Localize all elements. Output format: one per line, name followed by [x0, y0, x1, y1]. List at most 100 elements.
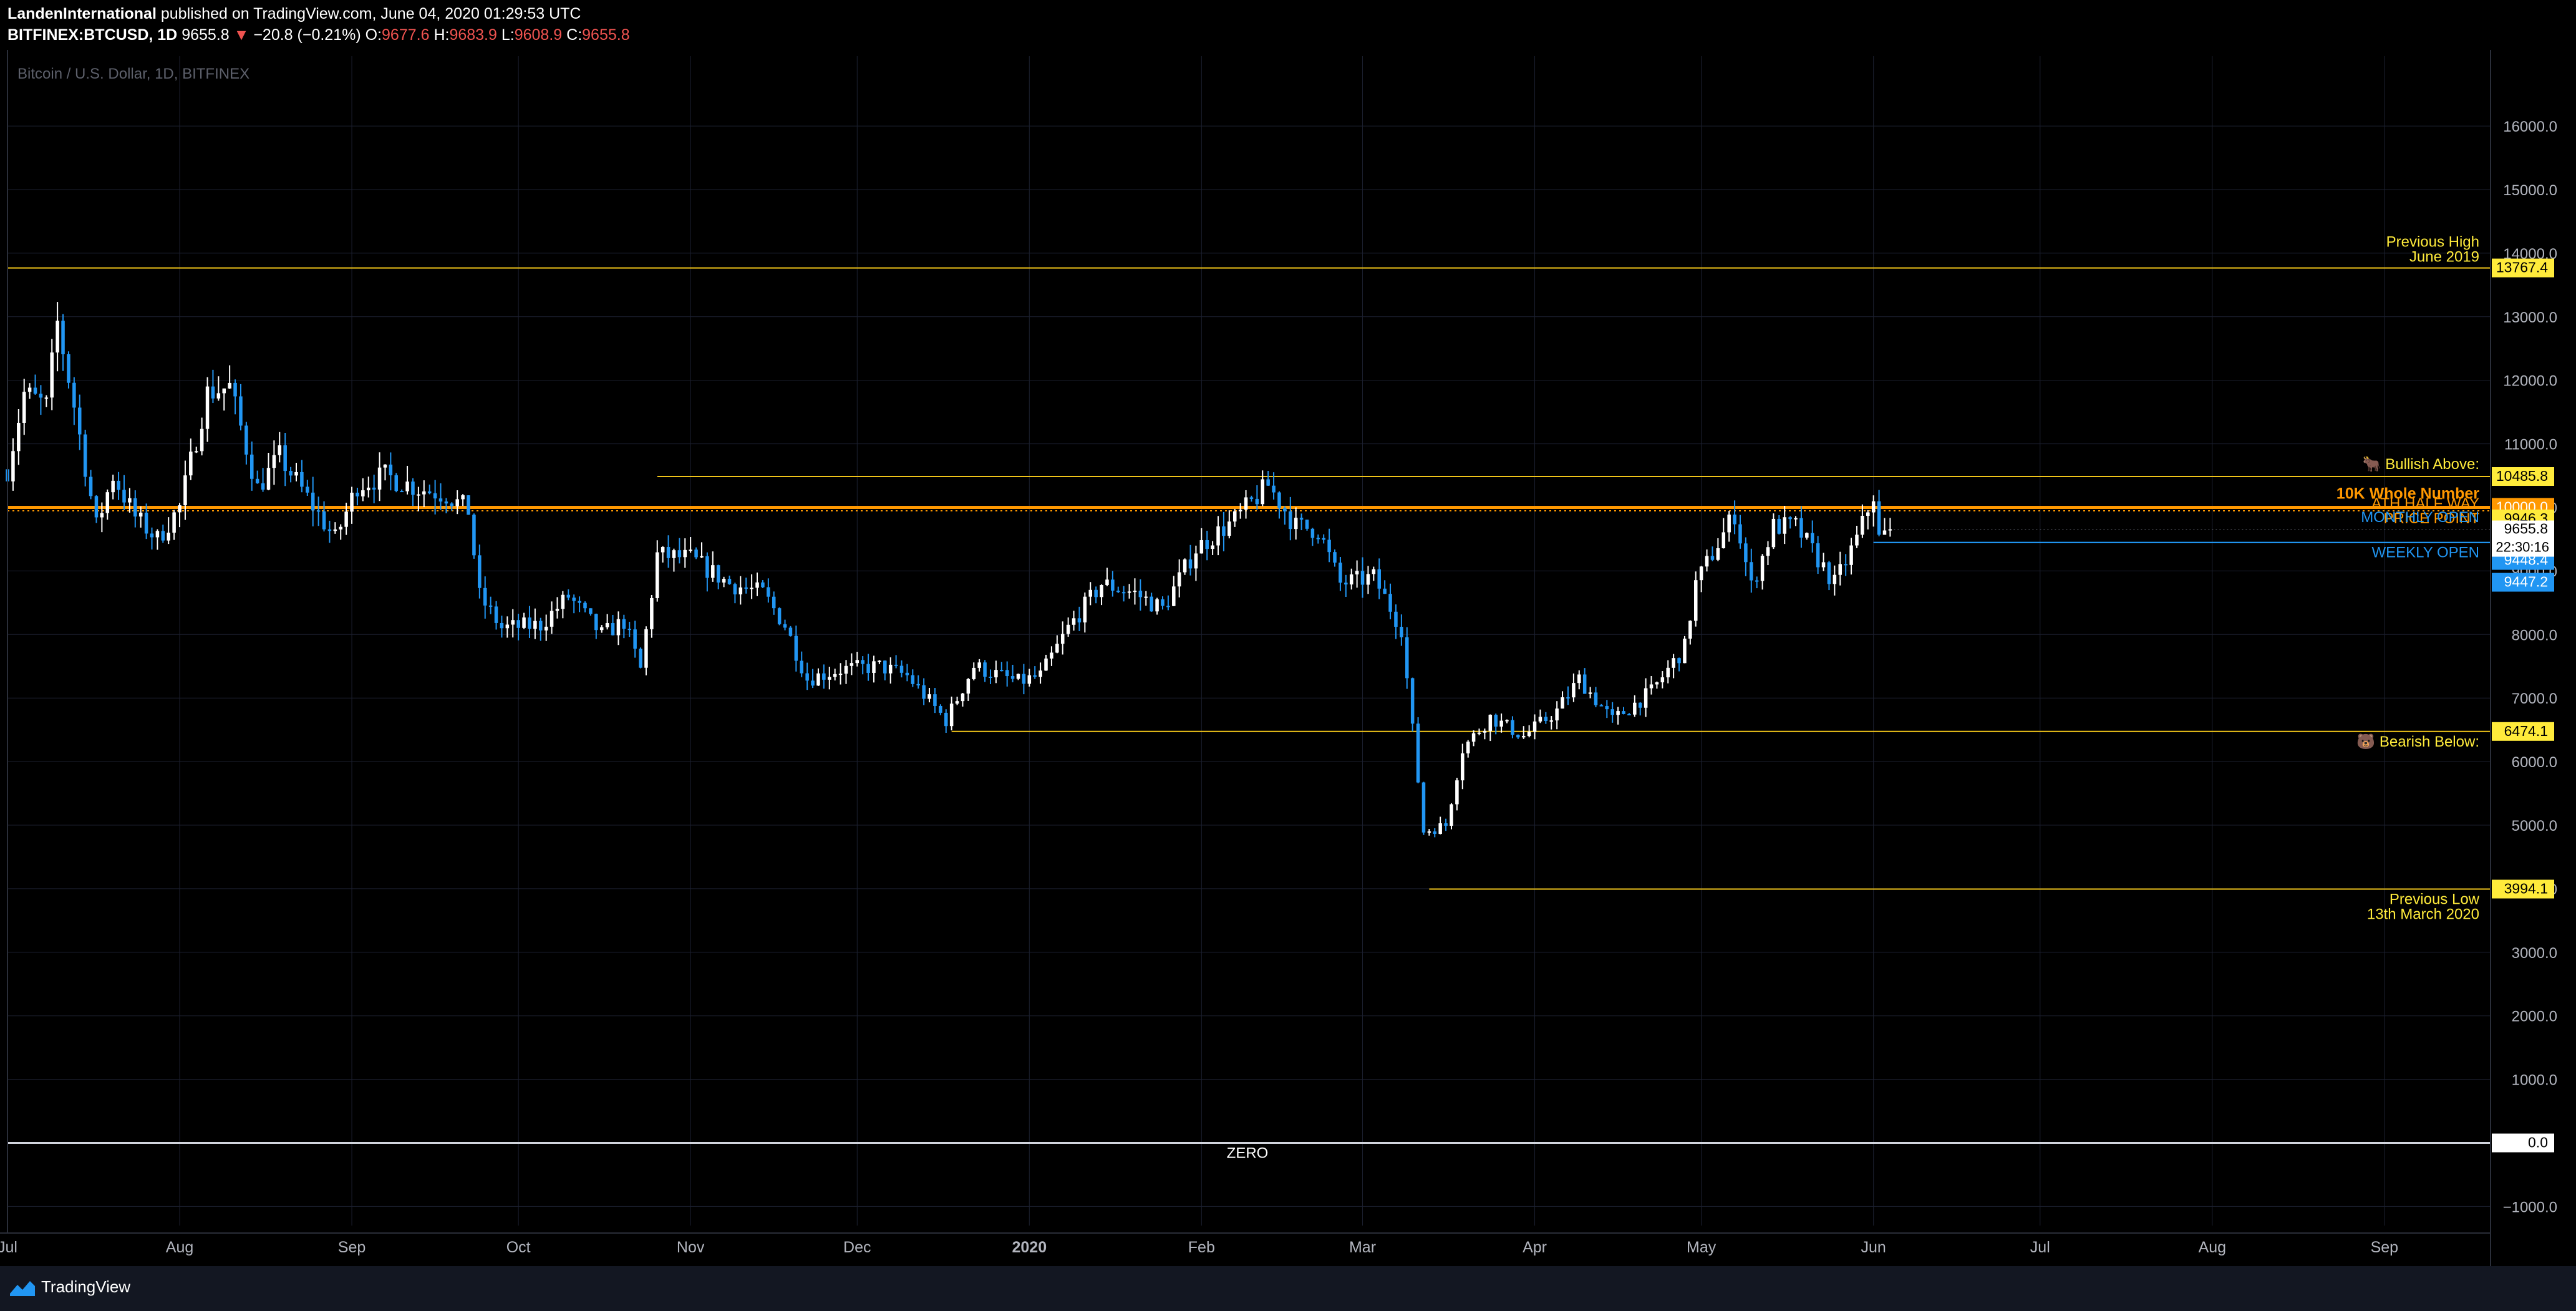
candle-body	[1244, 497, 1248, 510]
candle-body	[1471, 733, 1476, 742]
candle-body	[1177, 572, 1181, 587]
candle-body	[1816, 543, 1820, 568]
candle-body	[211, 386, 215, 399]
current-price-text: 9655.8	[2504, 521, 2548, 537]
candle-body	[783, 624, 787, 628]
candle-body	[1788, 517, 1792, 520]
candle-body	[1649, 684, 1654, 689]
level-10485.8-tag	[2492, 467, 2554, 486]
candle-body	[594, 614, 598, 631]
candle-body	[1100, 584, 1103, 597]
candle-body	[389, 464, 393, 476]
candle-body	[1827, 562, 1831, 584]
candle-body	[56, 321, 59, 353]
candle-body	[411, 481, 415, 495]
candle-body	[178, 505, 182, 513]
x-tick-label: Aug	[2199, 1239, 2226, 1256]
level-10000.0-label: 10K Whole Number	[2336, 485, 2479, 503]
candle-body	[727, 579, 732, 584]
candle-body	[1188, 559, 1193, 569]
candle-body	[1538, 717, 1542, 722]
candle-body	[777, 608, 782, 624]
author-name[interactable]: LandenInternational	[7, 5, 157, 22]
candle-body	[322, 511, 326, 530]
candle-body	[822, 673, 826, 680]
candle-body	[750, 588, 753, 589]
candle-body	[1499, 720, 1503, 727]
candle-body	[1305, 520, 1309, 529]
candle-body	[1599, 705, 1604, 707]
candle-body	[689, 549, 692, 551]
x-tick-label: Jul	[2030, 1239, 2050, 1256]
candle-body	[772, 596, 776, 609]
candle-body	[949, 704, 954, 727]
last-price: 9655.8	[182, 26, 230, 44]
close-value: 9655.8	[582, 26, 630, 44]
candle-body	[1655, 682, 1659, 685]
candle-body	[855, 660, 859, 664]
candle-body	[1266, 479, 1270, 486]
candle-body	[872, 661, 876, 673]
candle-body	[655, 552, 659, 598]
candle-body	[327, 529, 332, 531]
level-9447.2-tag-text: 9447.2	[2504, 574, 2548, 590]
candle-body	[1066, 624, 1070, 634]
candle-body	[1105, 579, 1109, 585]
tradingview-brand[interactable]: TradingView	[41, 1277, 131, 1296]
candle-body	[1644, 688, 1648, 708]
level-13767.4-tag	[2492, 258, 2554, 278]
candle-body	[627, 629, 631, 631]
candle-body	[1849, 545, 1853, 565]
candle-body	[927, 694, 931, 699]
candle-body	[661, 547, 665, 553]
level-9946.3-label: PRICE POINT	[2384, 510, 2480, 527]
candle-body	[167, 533, 170, 541]
candle-body	[1582, 674, 1587, 694]
candle-body	[1783, 517, 1786, 534]
candle-body	[117, 480, 120, 490]
price-chart[interactable]: 16000.015000.014000.013000.012000.011000…	[0, 50, 2576, 1266]
candle-body	[1616, 711, 1620, 715]
candle-body	[833, 674, 837, 677]
candle-body	[289, 471, 293, 476]
candle-body	[1116, 591, 1120, 593]
candle-body	[1710, 556, 1715, 560]
candle-body	[1077, 618, 1082, 622]
candle-body	[194, 451, 198, 453]
candle-body	[1844, 564, 1847, 566]
close-label: C:	[566, 26, 583, 44]
candle-body	[1688, 621, 1692, 639]
candle-body	[1716, 548, 1720, 560]
x-tick-label: Sep	[2371, 1239, 2398, 1256]
candle-body	[33, 387, 37, 394]
x-tick-label: Sep	[338, 1239, 366, 1256]
candle-body	[1866, 512, 1870, 516]
candle-body	[1627, 714, 1631, 715]
x-tick-label: Nov	[677, 1239, 705, 1256]
candle-body	[1577, 674, 1581, 684]
candle-body	[511, 620, 515, 625]
tradingview-logo-icon[interactable]	[9, 1279, 36, 1297]
candle-body	[1249, 497, 1254, 499]
candle-body	[438, 498, 443, 502]
candle-body	[966, 679, 971, 694]
level-13767.4-label: Previous High	[2386, 234, 2479, 251]
symbol-label[interactable]: BITFINEX:BTCUSD, 1D	[7, 26, 178, 44]
candle-body	[161, 531, 165, 541]
candle-body	[455, 499, 459, 506]
y-tick-label: 13000.0	[2503, 309, 2557, 326]
candle-body	[1777, 518, 1781, 534]
y-tick-label: 15000.0	[2503, 182, 2557, 199]
candle-body	[1377, 569, 1381, 589]
candle-body	[516, 620, 520, 628]
level-0.0-tag-text: 0.0	[2528, 1134, 2548, 1151]
candle-body	[500, 622, 504, 629]
candle-body	[1505, 720, 1509, 722]
candle-body	[1410, 678, 1415, 724]
candle-body	[1166, 606, 1170, 607]
candle-body	[444, 501, 448, 504]
candle-body	[1527, 732, 1531, 737]
candle-body	[866, 664, 870, 673]
candle-body	[505, 624, 510, 629]
candle-body	[377, 467, 382, 490]
